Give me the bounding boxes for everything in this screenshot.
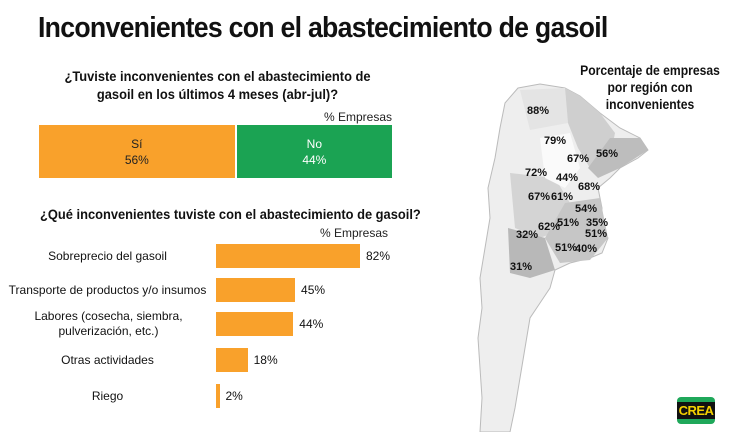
bar-category-label: Otras actividades: [61, 352, 154, 367]
bar-row: Sobreprecio del gasoil 82%: [0, 231, 420, 281]
bar-value-label: 2%: [225, 389, 243, 403]
unit-label: % Empresas: [323, 110, 392, 124]
bar-value-label: 18%: [253, 353, 278, 367]
page-title: Inconvenientes con el abastecimiento de …: [38, 12, 608, 44]
region-north: [520, 88, 568, 130]
region-value-label: 35%: [585, 217, 609, 229]
region-value-label: 54%: [574, 203, 598, 215]
region-value-label: 51%: [556, 217, 580, 229]
region-value-label: 32%: [515, 229, 539, 241]
region-value-label: 44%: [555, 172, 579, 184]
bar-row: Transporte de productos y/o insumos 45%: [0, 265, 420, 315]
horizontal-bar-chart: Sobreprecio del gasoil 82% Transporte de p…: [0, 231, 420, 421]
segment-value: 56%: [124, 152, 149, 167]
bar-category-label: Labores (cosecha, siembra, pulverización…: [34, 309, 183, 338]
bar: [216, 312, 294, 336]
bar: [216, 278, 296, 302]
bar-row: Otras actividades 18%: [0, 335, 420, 385]
bar-category-label: Sobreprecio del gasoil: [48, 248, 167, 263]
segment-label: No: [306, 136, 322, 151]
bar-row: Labores (cosecha, siembra, pulverización…: [0, 299, 420, 349]
stacked-bar: Sí 56% No 44%: [39, 125, 392, 178]
region-value-label: 62%: [537, 221, 561, 233]
bar-category-label: Transporte de productos y/o insumos: [8, 282, 207, 297]
crea-logo: CREA: [677, 397, 715, 424]
bar-value-label: 44%: [299, 317, 324, 331]
region-value-label: 31%: [509, 261, 533, 273]
region-value-label: 51%: [554, 242, 578, 254]
region-mesopotamia: [588, 138, 648, 178]
bar: [216, 384, 220, 408]
segment-label: Sí: [131, 136, 143, 151]
argentina-map: [477, 83, 649, 432]
region-value-label: 56%: [595, 148, 619, 160]
region-northeast: [565, 88, 615, 168]
region-value-label: 51%: [584, 228, 608, 240]
bar: [216, 244, 360, 268]
region-value-label: 67%: [566, 153, 590, 165]
bar-row: Riego 2%: [0, 371, 420, 421]
unit-label: % Empresas: [320, 226, 389, 240]
question-1-title: ¿Tuviste inconvenientes con el abastecim…: [64, 68, 371, 102]
region-value-label: 40%: [574, 243, 598, 255]
question-2-title: ¿Qué inconvenientes tuviste con el abast…: [40, 206, 421, 222]
map-title: Porcentaje de empresas por región con in…: [580, 63, 720, 112]
region-value-label: 79%: [543, 135, 567, 147]
bar-value-label: 82%: [366, 249, 391, 263]
region-pampa: [545, 198, 608, 263]
segment-value: 44%: [302, 152, 327, 167]
region-value-label: 61%: [550, 191, 574, 203]
region-cordoba: [540, 133, 580, 188]
region-value-label: 68%: [577, 181, 601, 193]
bar: [216, 348, 248, 372]
segment-no: No 44%: [236, 125, 392, 178]
region-south: [508, 228, 555, 278]
bar-value-label: 45%: [301, 283, 326, 297]
region-value-label: 72%: [524, 167, 548, 179]
segment-si: Sí 56%: [39, 125, 237, 178]
region-value-label: 88%: [526, 105, 550, 117]
bar-category-label: Riego: [91, 388, 124, 403]
region-value-label: 67%: [527, 191, 551, 203]
